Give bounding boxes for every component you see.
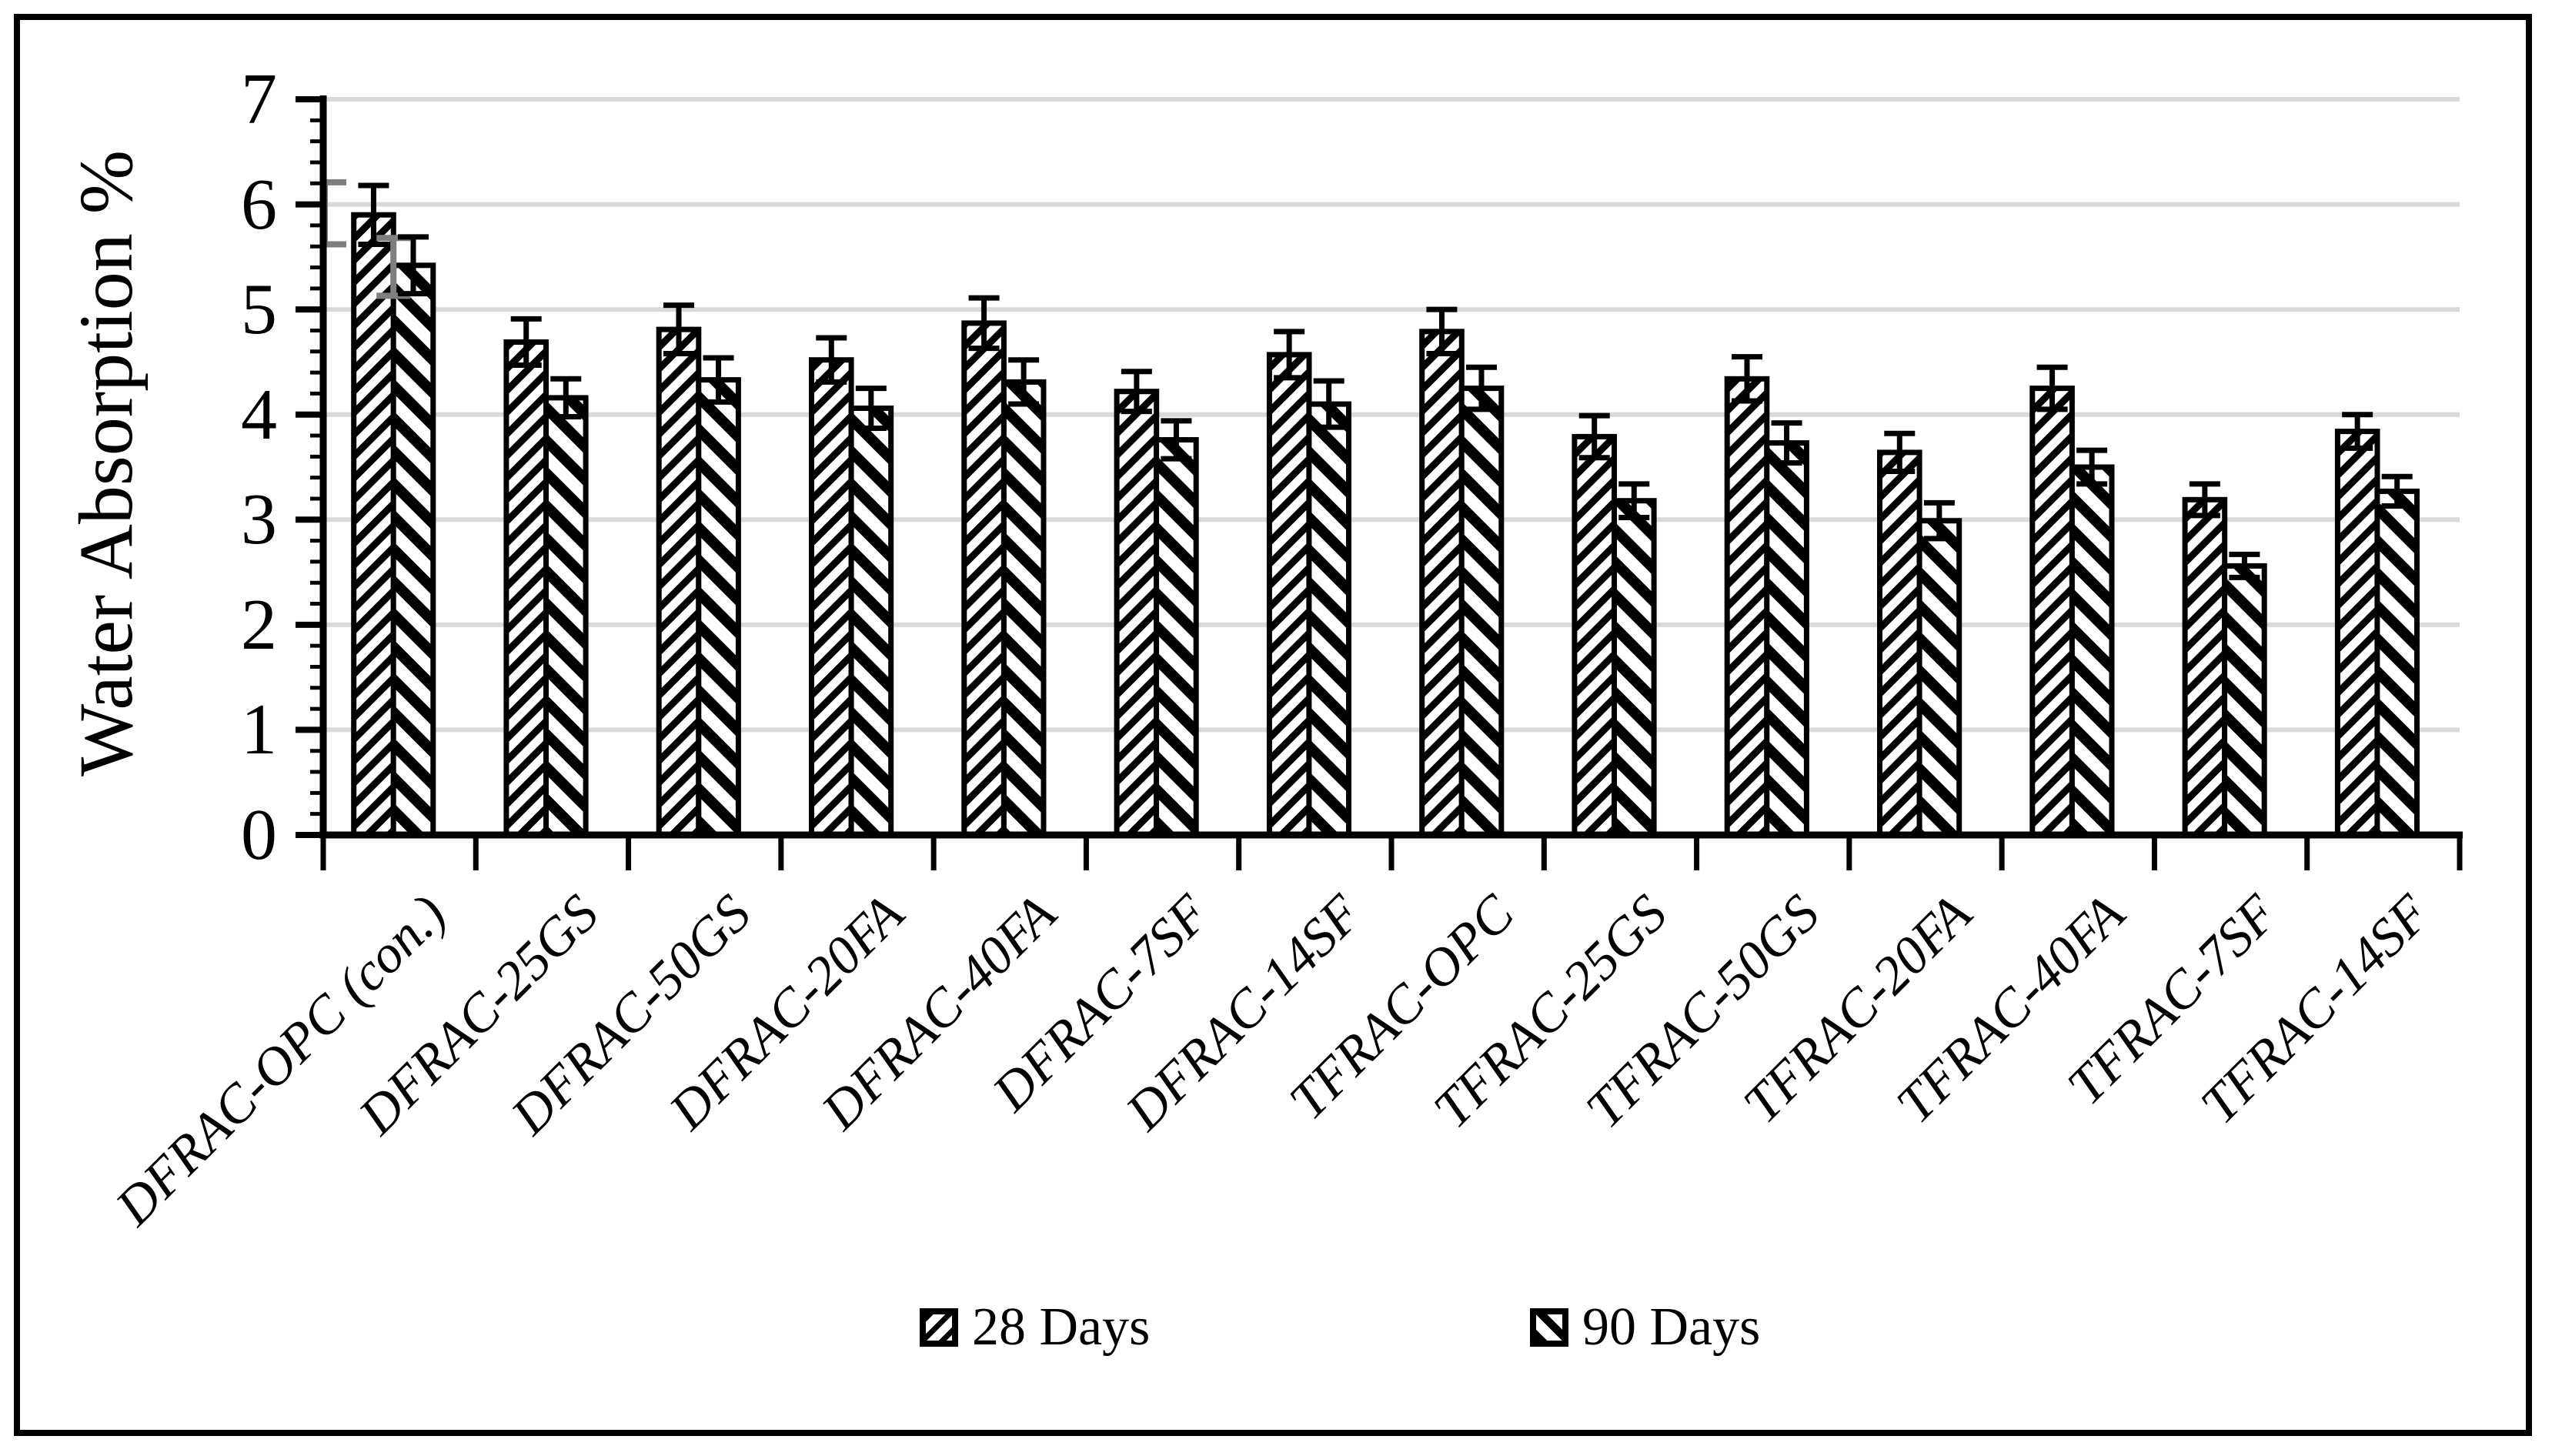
bar-28-days-tfrac-20fa [1877, 449, 1922, 838]
y-tick-label-7: 7 [241, 59, 277, 139]
y-tick-label-6: 6 [241, 164, 277, 245]
error-bar-90-days-dfrac-25gs [550, 376, 582, 419]
bar-28-days-tfrac-7sf [2182, 496, 2228, 838]
error-bar-90-days-dfrac-7sf [1161, 418, 1192, 462]
error-bar-28-days-tfrac-14sf [2342, 412, 2373, 451]
bar-28-days-tfrac-40fa [2029, 386, 2075, 838]
bar-90-days-tfrac-14sf [2374, 488, 2420, 838]
error-bar-90-days-tfrac-opc [1465, 364, 1497, 412]
error-bar-28-days-tfrac-opc [1426, 306, 1458, 357]
error-bar-28-days-tfrac-25gs [1578, 412, 1610, 461]
legend-label-28-days: 28 Days [972, 1297, 1151, 1357]
bar-90-days-dfrac-40fa [1000, 379, 1047, 838]
error-bar-28-days-tfrac-40fa [2036, 364, 2068, 412]
legend-swatch-90-days-hatch-icon [1530, 1308, 1568, 1347]
error-bar-28-days-dfrac-opc-con [358, 182, 389, 247]
error-bar-90-days-dfrac-40fa [1008, 357, 1040, 407]
y-tick-label-1: 1 [241, 690, 277, 770]
error-bar-90-days-dfrac-50gs [703, 355, 734, 405]
bar-28-days-dfrac-14sf [1266, 352, 1312, 838]
error-bar-90-days-dfrac-20fa [855, 386, 887, 431]
error-bar-28-days-dfrac-50gs [663, 302, 695, 357]
error-bar-28-days-dfrac-25gs [510, 316, 542, 369]
bar-28-days-dfrac-40fa [961, 320, 1007, 838]
bar-28-days-dfrac-25gs [503, 339, 549, 838]
bar-90-days-tfrac-25gs [1612, 498, 1657, 838]
bar-90-days-dfrac-50gs [696, 377, 741, 838]
bar-28-days-dfrac-20fa [809, 357, 854, 838]
error-bar-28-days-tfrac-50gs [1732, 354, 1763, 404]
error-bar-90-days-tfrac-50gs [1771, 420, 1802, 466]
y-tick-label-0: 0 [241, 795, 277, 875]
y-tick-label-3: 3 [241, 479, 277, 560]
error-bar-90-days-dfrac-14sf [1313, 378, 1344, 430]
legend-swatch-28-days-hatch-icon [920, 1308, 958, 1347]
bar-28-days-tfrac-opc [1419, 329, 1465, 838]
bar-90-days-tfrac-20fa [1916, 518, 1962, 838]
bar-90-days-dfrac-20fa [848, 406, 894, 838]
bar-28-days-tfrac-50gs [1724, 376, 1770, 838]
error-bar-28-days-dfrac-14sf [1274, 329, 1305, 381]
error-bar-90-days-tfrac-40fa [2076, 447, 2108, 487]
bar-28-days-dfrac-7sf [1114, 389, 1160, 838]
error-bar-90-days-dfrac-opc-con [397, 234, 429, 297]
figure-border [14, 14, 2532, 1436]
y-tick-label-4: 4 [241, 374, 277, 455]
gray-error-bar-artifact-1 [322, 179, 346, 248]
bar-90-days-tfrac-40fa [2069, 464, 2115, 838]
bar-90-days-dfrac-25gs [543, 395, 589, 838]
error-bar-28-days-dfrac-40fa [968, 295, 1000, 352]
error-bar-28-days-tfrac-7sf [2189, 481, 2220, 519]
error-bar-90-days-tfrac-14sf [2381, 473, 2413, 509]
legend-label-90-days: 90 Days [1582, 1297, 1761, 1357]
bar-28-days-dfrac-50gs [656, 326, 702, 838]
bar-28-days-tfrac-14sf [2334, 429, 2380, 838]
bar-90-days-dfrac-7sf [1154, 437, 1199, 838]
bar-90-days-tfrac-50gs [1764, 440, 1809, 838]
error-bar-90-days-tfrac-25gs [1618, 481, 1650, 521]
bar-90-days-dfrac-14sf [1306, 401, 1352, 838]
bar-90-days-dfrac-opc-con [390, 262, 436, 838]
legend-item-90-days: 90 Days [1530, 1301, 1760, 1354]
error-bar-90-days-tfrac-7sf [2229, 551, 2260, 580]
error-bar-28-days-dfrac-20fa [816, 335, 847, 385]
error-bar-28-days-dfrac-7sf [1121, 369, 1152, 415]
bar-90-days-tfrac-7sf [2222, 563, 2267, 838]
bar-28-days-tfrac-25gs [1572, 433, 1618, 838]
bar-90-days-tfrac-opc [1458, 386, 1505, 838]
y-tick-label-2: 2 [241, 584, 277, 665]
error-bar-28-days-tfrac-20fa [1884, 430, 1916, 474]
bar-28-days-dfrac-opc-con [351, 212, 396, 838]
error-bar-90-days-tfrac-20fa [1923, 499, 1955, 542]
y-tick-label-5: 5 [241, 269, 277, 350]
legend-item-28-days: 28 Days [920, 1301, 1150, 1354]
